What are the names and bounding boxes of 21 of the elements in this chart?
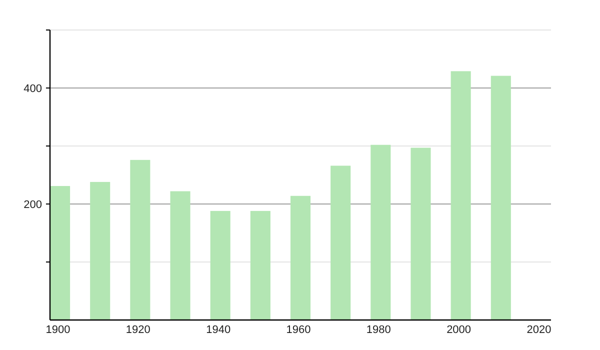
x-tick-label: 1920 bbox=[126, 324, 150, 336]
bar bbox=[210, 210, 230, 320]
x-tick-label: 2020 bbox=[526, 324, 552, 336]
bar bbox=[250, 210, 270, 320]
bar bbox=[290, 196, 311, 320]
bar bbox=[330, 166, 351, 320]
x-tick-label: 1960 bbox=[286, 324, 311, 336]
x-tick-label: 1980 bbox=[366, 324, 391, 336]
x-tick-label: 1900 bbox=[46, 324, 70, 336]
bar bbox=[490, 76, 511, 320]
x-tick-label: 1940 bbox=[206, 324, 231, 336]
bar bbox=[450, 71, 471, 320]
y-tick-label: 200 bbox=[24, 198, 42, 211]
bar bbox=[170, 191, 190, 320]
bar bbox=[410, 148, 431, 320]
bar bbox=[370, 144, 391, 320]
y-tick-label: 400 bbox=[24, 82, 42, 95]
bar bbox=[130, 160, 150, 320]
bar bbox=[90, 182, 110, 320]
x-tick-label: 2000 bbox=[446, 324, 472, 336]
bar bbox=[50, 186, 70, 320]
